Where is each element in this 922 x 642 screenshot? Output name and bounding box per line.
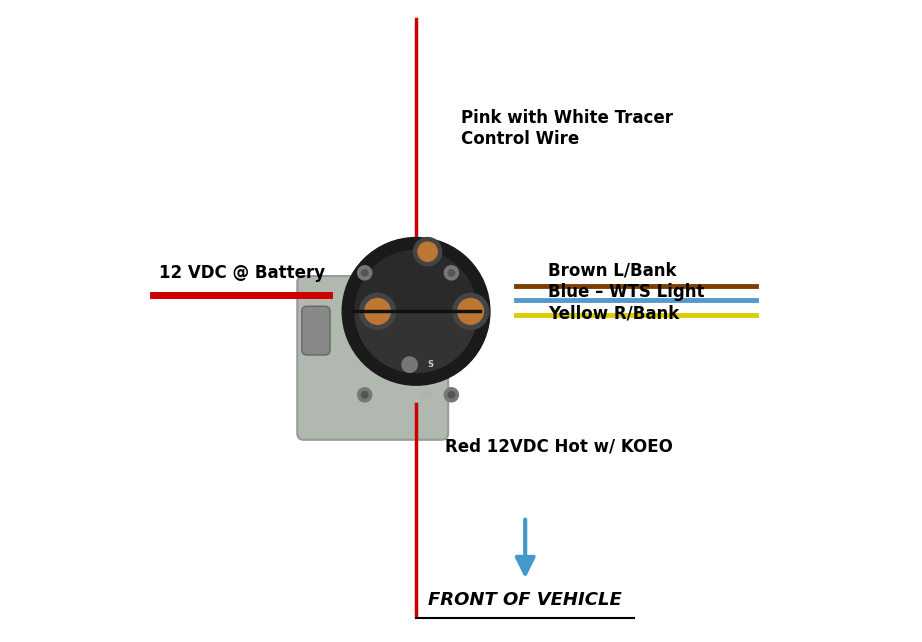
Text: 12V: 12V — [419, 392, 432, 397]
Circle shape — [365, 299, 390, 324]
Circle shape — [361, 270, 368, 276]
Circle shape — [355, 250, 477, 372]
Circle shape — [358, 266, 372, 280]
Text: Yellow R/Bank: Yellow R/Bank — [548, 304, 679, 322]
Text: S: S — [428, 360, 433, 369]
Wedge shape — [355, 311, 477, 372]
Text: Brown L/Bank: Brown L/Bank — [548, 262, 676, 280]
FancyBboxPatch shape — [301, 306, 330, 355]
Circle shape — [453, 293, 489, 329]
Circle shape — [358, 388, 372, 402]
Circle shape — [458, 299, 483, 324]
Text: Pink with White Tracer
Control Wire: Pink with White Tracer Control Wire — [461, 109, 673, 148]
Text: 12 VDC @ Battery: 12 VDC @ Battery — [160, 264, 325, 282]
Circle shape — [360, 293, 396, 329]
Circle shape — [402, 357, 418, 372]
Circle shape — [418, 242, 437, 261]
Text: FRONT OF VEHICLE: FRONT OF VEHICLE — [429, 591, 622, 609]
Text: Blue – WTS Light: Blue – WTS Light — [548, 283, 704, 301]
Circle shape — [361, 392, 368, 398]
Circle shape — [444, 388, 458, 402]
Circle shape — [413, 238, 442, 266]
Circle shape — [342, 238, 490, 385]
Circle shape — [448, 270, 455, 276]
Circle shape — [444, 266, 458, 280]
Circle shape — [448, 392, 455, 398]
Text: Red 12VDC Hot w/ KOEO: Red 12VDC Hot w/ KOEO — [445, 437, 673, 455]
FancyBboxPatch shape — [297, 276, 448, 440]
